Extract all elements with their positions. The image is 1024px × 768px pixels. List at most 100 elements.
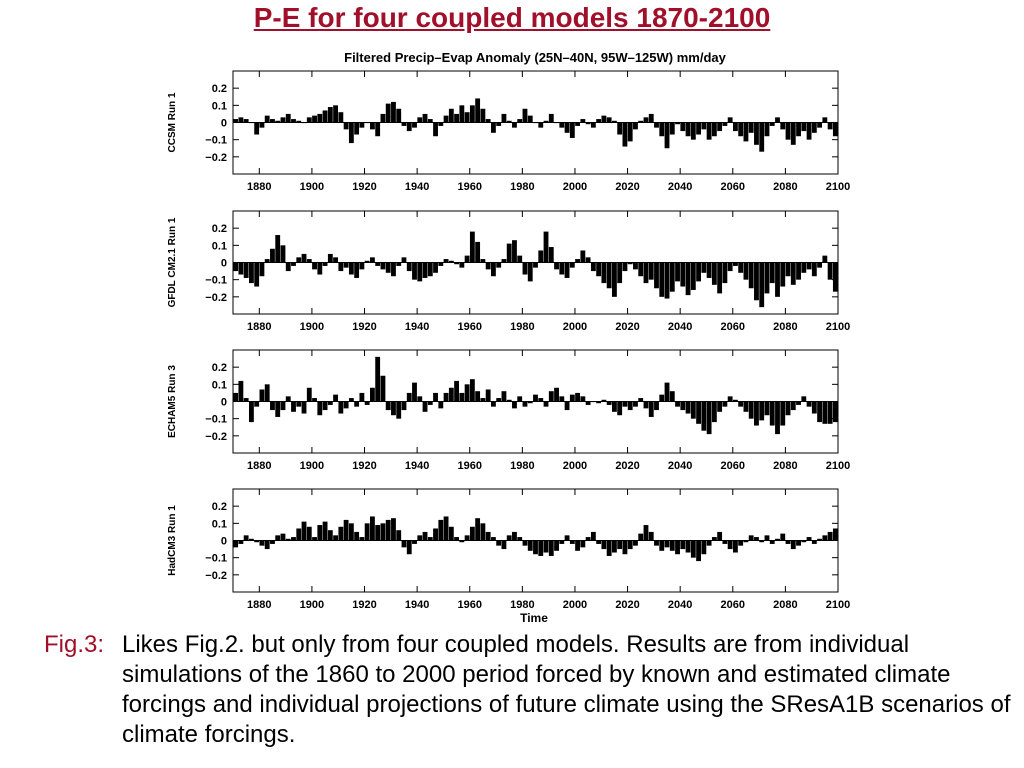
bar	[422, 531, 428, 541]
bar	[233, 392, 239, 402]
slide-title: P-E for four coupled models 1870-2100	[253, 2, 771, 33]
bar	[506, 399, 512, 402]
bar	[306, 526, 312, 541]
x-tick-label: 1960	[457, 181, 481, 193]
bar	[822, 255, 828, 263]
bar	[727, 117, 733, 123]
bar	[480, 523, 486, 541]
bar	[685, 401, 691, 414]
bar	[664, 540, 670, 548]
bar	[669, 540, 675, 551]
bar	[343, 122, 349, 130]
bar	[238, 117, 244, 123]
bar	[422, 262, 428, 278]
y-tick-label: 0.1	[212, 518, 227, 530]
bar	[312, 262, 317, 270]
x-tick-label: 2100	[826, 460, 850, 472]
bar	[296, 120, 302, 123]
bar	[264, 540, 270, 550]
bar	[696, 401, 702, 424]
bar	[496, 540, 502, 546]
bar	[559, 540, 565, 544]
bar	[543, 120, 549, 123]
bar	[406, 540, 412, 555]
bar	[275, 401, 281, 417]
x-tick-label: 2020	[615, 460, 639, 472]
bar	[538, 540, 544, 556]
bar	[748, 401, 754, 419]
bar	[391, 101, 396, 123]
bar	[722, 262, 728, 284]
bar	[464, 112, 470, 123]
bar	[817, 538, 823, 541]
x-tick-label: 1900	[300, 181, 324, 193]
y-tick-label: 0.1	[212, 240, 227, 252]
bar	[391, 262, 396, 277]
bar	[638, 120, 644, 123]
bar	[664, 382, 670, 402]
bar	[270, 119, 275, 123]
bar	[738, 262, 744, 273]
bar	[548, 113, 554, 123]
bar	[706, 401, 712, 435]
bar	[312, 115, 317, 123]
bar	[469, 231, 475, 263]
bar	[675, 122, 680, 125]
bar	[385, 103, 391, 123]
bar	[375, 356, 381, 402]
bar	[675, 401, 680, 407]
bar	[259, 122, 265, 128]
bar	[338, 112, 344, 123]
bar	[380, 113, 386, 123]
bar	[764, 262, 770, 294]
bar	[790, 540, 796, 550]
bar	[701, 262, 707, 273]
y-tick-label: 0	[221, 536, 227, 548]
bar	[806, 401, 812, 407]
bar	[354, 531, 360, 541]
bar	[459, 392, 465, 402]
bar	[369, 122, 375, 130]
bar	[364, 523, 370, 541]
bar	[769, 262, 775, 284]
bar	[622, 401, 628, 407]
y-tick-label: −0.1	[205, 553, 227, 565]
bar	[554, 540, 559, 551]
bar	[454, 262, 460, 265]
y-tick-label: −0.1	[205, 414, 227, 426]
bar	[327, 401, 333, 405]
bar	[443, 516, 449, 541]
bar	[780, 262, 786, 287]
bar	[796, 122, 801, 137]
x-tick-label: 2040	[668, 181, 692, 193]
bar	[533, 540, 538, 555]
bar	[648, 113, 654, 123]
bar	[391, 518, 396, 541]
bar	[785, 401, 791, 416]
bar	[317, 401, 323, 416]
x-tick-label: 1920	[352, 321, 376, 333]
bar	[827, 122, 833, 130]
bar	[301, 122, 307, 124]
bar	[806, 537, 812, 541]
bar	[380, 262, 386, 270]
bar	[559, 262, 565, 275]
bar	[527, 115, 533, 123]
bar	[254, 401, 260, 407]
bar	[327, 253, 333, 263]
bar	[564, 401, 570, 411]
bar	[538, 122, 544, 128]
bar	[496, 398, 502, 402]
bar	[527, 262, 533, 282]
bar	[775, 538, 780, 541]
bar	[490, 122, 496, 133]
y-tick-label: 0.2	[212, 83, 227, 95]
bar	[548, 247, 554, 263]
bar	[654, 122, 659, 128]
bar	[433, 528, 438, 541]
bar	[806, 262, 812, 270]
caption-text: Likes Fig.2. but only from four coupled …	[122, 631, 1011, 748]
x-tick-label: 1940	[405, 460, 429, 472]
bar	[796, 401, 801, 405]
bar	[606, 117, 612, 123]
